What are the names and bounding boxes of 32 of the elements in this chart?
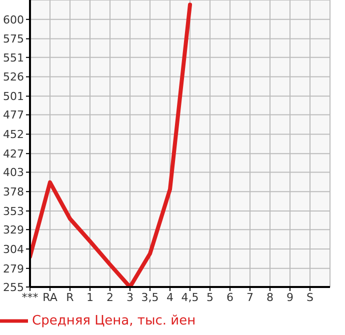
y-tick-label: 526 <box>3 70 24 84</box>
x-tick-label: 4 <box>166 290 174 304</box>
x-tick-label: 9 <box>286 290 294 304</box>
y-tick-label: 255 <box>3 280 24 294</box>
legend-label: Средняя Цена, тыс. йен <box>32 314 196 329</box>
x-tick-label: 3,5 <box>141 290 159 304</box>
x-tick-label: 5 <box>206 290 214 304</box>
y-tick-label: 378 <box>3 185 24 198</box>
x-tick-label: *** <box>22 290 39 304</box>
y-tick-label: 329 <box>3 224 24 237</box>
y-tick-label: 575 <box>3 32 24 46</box>
y-tick-label: 304 <box>3 242 24 256</box>
x-tick-label: 2 <box>106 290 114 304</box>
y-tick-label: 477 <box>3 108 24 122</box>
x-tick-label: 8 <box>266 290 274 304</box>
x-tick-label: 6 <box>226 290 234 304</box>
y-tick-label: 279 <box>3 262 24 276</box>
y-tick-label: 600 <box>3 13 24 26</box>
y-tick-label: 427 <box>3 147 24 160</box>
y-tick-label: 403 <box>3 166 24 180</box>
x-tick-label: R <box>66 290 74 304</box>
x-tick-label: RA <box>42 290 58 304</box>
x-tick-label: 4,5 <box>181 290 199 304</box>
x-tick-label: 3 <box>126 290 134 304</box>
y-tick-label: 452 <box>3 128 24 142</box>
x-tick-label: 1 <box>86 290 94 304</box>
x-tick-label: S <box>306 290 314 304</box>
y-tick-label: 551 <box>3 51 24 64</box>
y-tick-label: 353 <box>3 204 24 218</box>
x-tick-label: 7 <box>246 290 254 304</box>
y-tick-label: 501 <box>3 90 24 104</box>
line-series <box>30 2 192 287</box>
